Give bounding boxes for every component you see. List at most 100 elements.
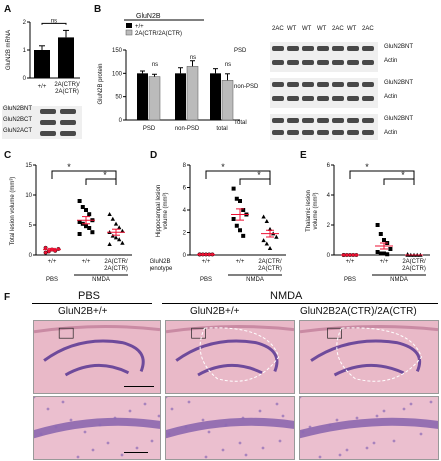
chart-b-xlabel-1: non-PSD [175,126,200,132]
chart-b: 0 50 100 150 GluN2B protein GluN2B +/+2A(CTR/2… [98,13,240,132]
h1-inset-box [58,327,74,339]
z2-cell-8 [204,455,208,459]
chart-a-ylabel: GluN2B mRNA [6,30,12,70]
blot-right-label-3: GluN2BNT [384,80,414,86]
lane-label-4: 2AC [332,26,344,32]
panel-label-b: B [94,4,102,15]
blot-row-nonpsd: non-PSD [234,84,259,90]
z2-cell-17 [281,414,285,418]
chart-c-point-2-1 [110,216,115,221]
z1-cell-1 [69,418,73,422]
lane-label-0: 2AC [272,26,284,32]
chart-e-group-1: NMDA [390,277,408,283]
genotype-label-2: GluN2B+/+ [190,306,240,317]
chart-d-yticklabel-2: 4 [183,208,187,214]
chart-b-bar-1-1 [186,66,199,121]
blot-band-0-0-0 [272,46,284,51]
blot-band-2-1-6 [362,130,374,135]
chart-d-genotype-label: GluN2B genotype [150,259,173,272]
z1-cell-10 [150,439,154,443]
blot-band-2-0-3 [317,118,329,123]
chart-d-point-1-5 [231,217,236,221]
h3-cortex-edge [300,325,438,334]
blot-band-0-0-1 [287,46,299,51]
chart-e-point-1-5 [375,250,380,254]
z2-cell-13 [261,446,265,450]
blot-band-2-0-2 [302,118,314,123]
blot-right-label-1: GluN2BNT [384,44,414,50]
chart-c-point-1-7 [84,224,88,229]
blot-label-a-2: GluN2BCT [3,117,33,123]
blot-band-2-0-1 [287,118,299,123]
chart-a: 0 1 2 GluN2B mRNA ns +/+ 2A(CTR)/2A(CTR) [6,19,80,95]
blot-band-1-1-0 [272,96,284,101]
h2-ca-layer [175,339,279,372]
z1-cell-13 [135,446,139,450]
chart-d-group-1: NMDA [246,277,264,283]
z2-cell-4 [184,425,188,429]
chart-c-xlabel-1: +/+ [82,259,91,265]
panel-label-e: E [300,150,307,161]
lane-label-1: WT [287,26,297,32]
chart-d-ylabel: Hippocampal lesionvolume (mm³) [156,185,169,237]
blot-band-0-1-2 [302,60,314,65]
chart-e-yticklabel-3: 6 [327,163,331,169]
chart-d-point-1-3 [241,208,246,212]
chart-c-point-2-10 [107,242,112,246]
chart-b-ylabel: GluN2B protein [98,63,104,104]
z2-cell-3 [275,402,279,406]
blot-band-1-0-0 [272,82,284,87]
blot-band-2-1-2 [302,130,314,135]
blot-label-a-1: GluN2BNT [3,106,33,112]
chart-e-point-1-6 [378,251,383,256]
chart-e-bracket-1 [349,170,415,179]
blot-band-1-1-3 [317,96,329,101]
chart-c-yticklabel-3: 15 [25,163,32,169]
z1-cell-8 [76,455,80,459]
chart-c-point-1-0 [77,199,82,203]
chart-a-bar-1 [58,37,74,78]
chart-c-point-1-1 [80,205,85,209]
blot-right-label-4: Actin [384,94,398,100]
z3-cell-7 [419,432,423,436]
h1-dg-layer [64,363,130,377]
chart-b-bar-2-0 [210,73,221,120]
panel-label-a: A [4,4,12,15]
chart-b-xlabel-0: PSD [143,126,156,132]
chart-d-point-1-7 [238,228,242,233]
blot-band-2-0-5 [347,118,359,123]
chart-e-yticklabel-0: 0 [327,253,331,259]
blot-right-label-5: GluN2BNT [384,116,414,122]
z3-cell-17 [375,414,379,418]
chart-c-point-1-5 [77,220,82,224]
z3-cell-9 [355,416,359,420]
chart-a-yticklabel-2: 2 [23,20,27,26]
blot-band-1-1-1 [287,96,299,101]
scale-bar-bottom [124,452,148,453]
blot-band-1-1-2 [302,96,314,101]
panel-label-f: F [4,292,11,303]
z2-cell-10 [278,439,282,443]
chart-a-xlabel-0: +/+ [38,84,47,90]
chart-e-yticklabel-2: 4 [327,193,331,199]
h2-lesion-outline [199,327,280,382]
z3-cell-6 [382,409,386,413]
histology-zoom-nmda-2actr [299,396,439,460]
z2-cell-1 [201,418,205,422]
chart-c-point-0-5 [43,245,48,250]
chart-d-point-1-2 [238,199,242,203]
chart-d-point-2-5 [261,238,266,243]
z2-cell-12 [224,423,228,427]
chart-d-point-1-6 [234,223,239,228]
h2-inset-box [191,327,206,339]
z1-cell-5 [91,448,95,452]
z2-cell-14 [170,407,174,411]
chart-b-ns-0: ns [152,62,158,68]
lane-label-2: WT [302,26,312,32]
chart-c-point-1-2 [84,208,88,212]
chart-c-point-2-7 [113,235,119,240]
chart-a-bar-0 [34,50,50,78]
z1-cell-7 [39,432,43,436]
lane-label-3: WT [317,26,327,32]
h3-dg-layer [333,363,405,377]
